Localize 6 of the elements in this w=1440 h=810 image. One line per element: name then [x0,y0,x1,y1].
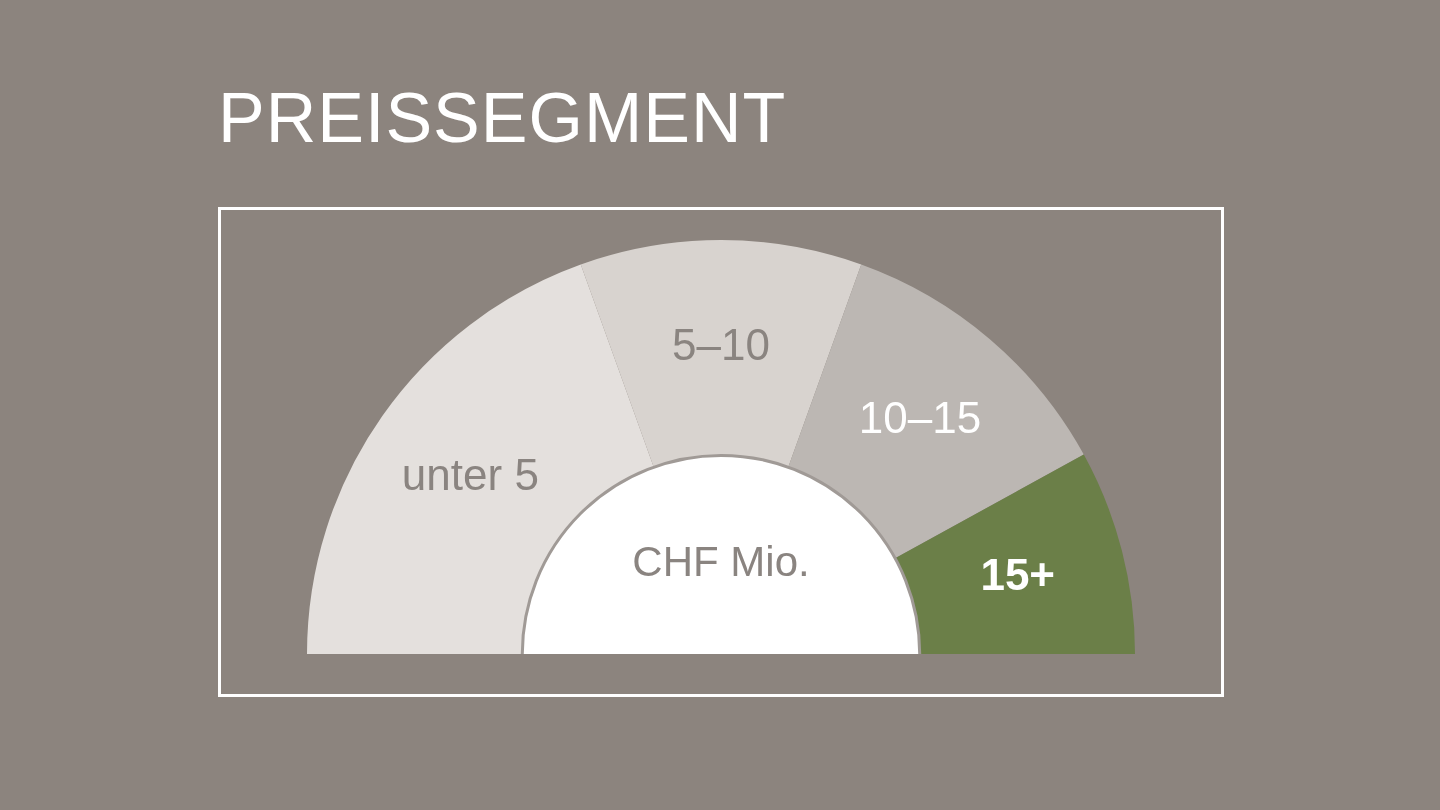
slice-label: unter 5 [401,449,539,499]
slice-label: 10–15 [858,393,982,443]
text: CHF Mio. [632,538,810,586]
slice-label: 15+ [980,549,1056,599]
chart-title: PREISSEGMENT [218,78,787,158]
slice-label: 5–10 [672,319,770,369]
